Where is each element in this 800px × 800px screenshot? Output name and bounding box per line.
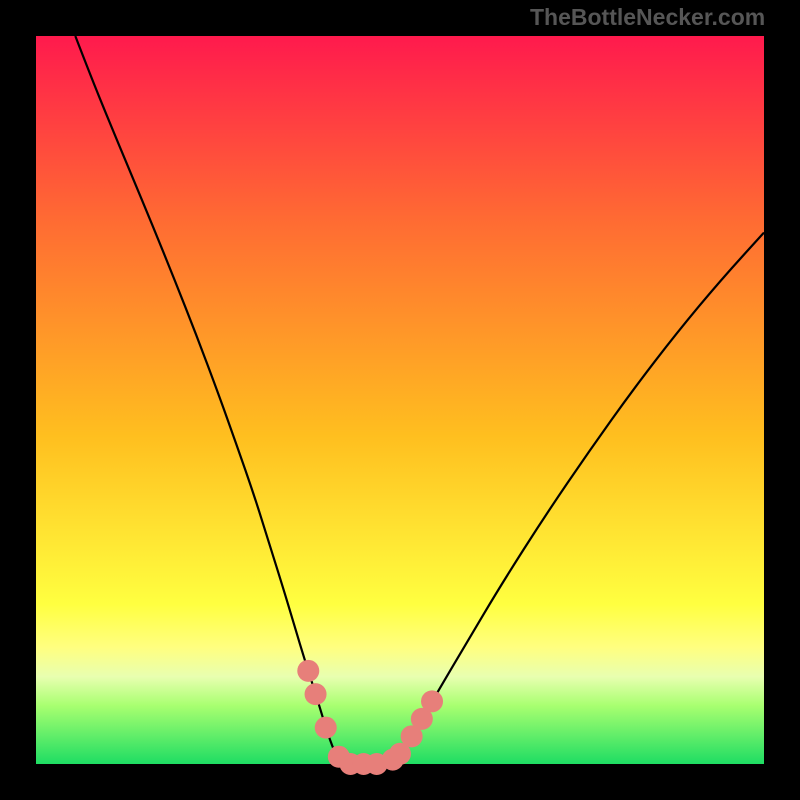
data-marker: [315, 717, 337, 739]
right-curve: [390, 233, 764, 764]
data-marker: [297, 660, 319, 682]
chart-overlay: [0, 0, 800, 800]
chart-frame: TheBottleNecker.com: [0, 0, 800, 800]
data-marker: [421, 690, 443, 712]
data-marker: [305, 683, 327, 705]
left-curve: [75, 36, 341, 764]
